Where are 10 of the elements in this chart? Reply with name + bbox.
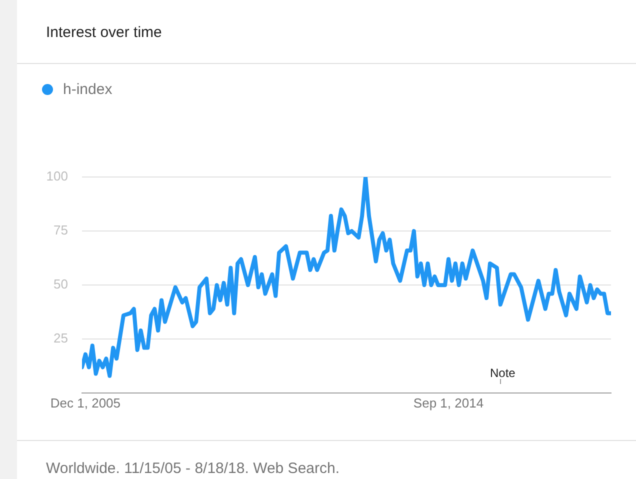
y-tick-label: 25 bbox=[54, 330, 68, 346]
chart-title: Interest over time bbox=[46, 24, 162, 41]
annotation: Note bbox=[489, 366, 516, 380]
x-tick-label: Dec 1, 2005 bbox=[50, 396, 121, 411]
text: Worldwide. 11/15/05 - 8/18/18. Web Search. bbox=[46, 460, 340, 477]
x-tick-label: Sep 1, 2014 bbox=[413, 396, 484, 411]
y-tick-label: 100 bbox=[46, 168, 68, 184]
legend-label: h-index bbox=[63, 81, 112, 98]
y-tick-label: 75 bbox=[54, 222, 68, 238]
y-tick-label: 50 bbox=[54, 276, 68, 292]
